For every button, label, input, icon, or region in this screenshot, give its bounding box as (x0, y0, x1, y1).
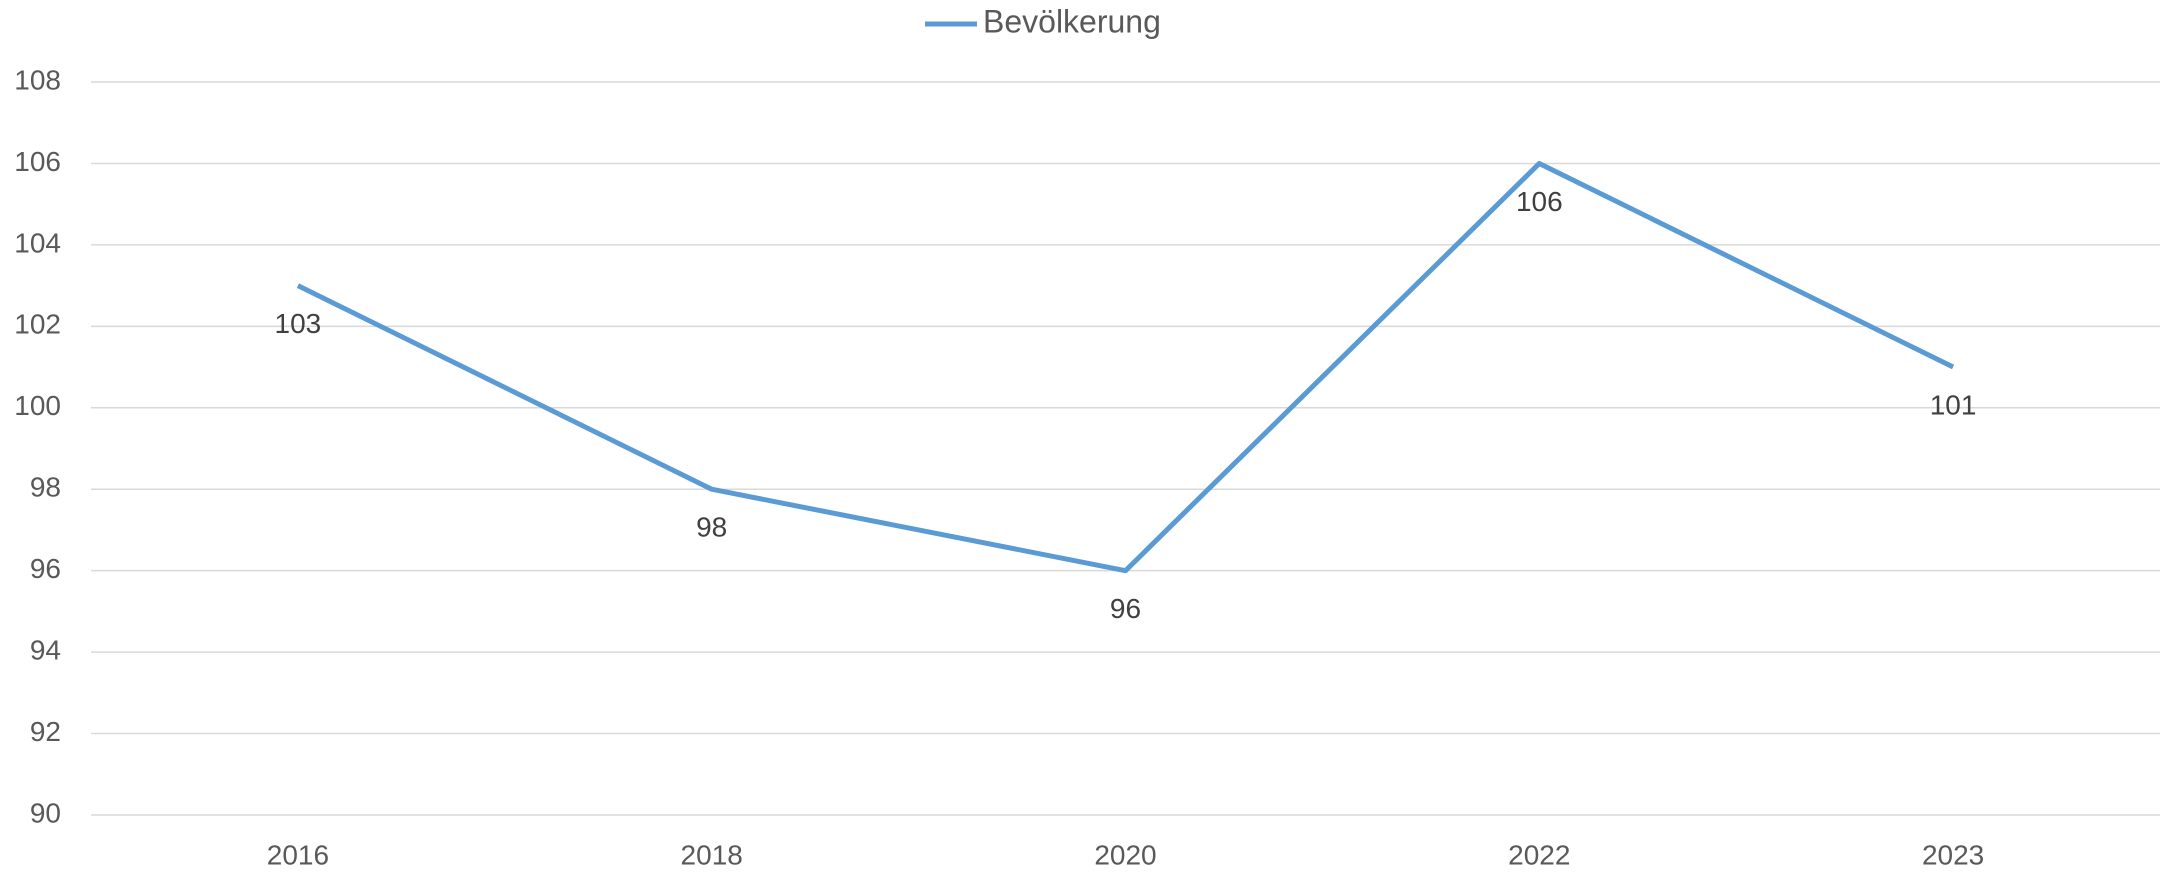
y-tick-label: 96 (30, 553, 61, 584)
y-tick-label: 92 (30, 716, 61, 747)
y-tick-label: 90 (30, 797, 61, 828)
y-tick-label: 106 (14, 146, 61, 177)
y-tick-label: 98 (30, 472, 61, 503)
x-tick-label: 2016 (267, 839, 329, 870)
data-label: 96 (1110, 593, 1141, 624)
y-tick-label: 102 (14, 309, 61, 340)
y-tick-label: 104 (14, 227, 61, 258)
x-tick-label: 2020 (1094, 839, 1156, 870)
y-tick-label: 108 (14, 64, 61, 95)
y-tick-label: 94 (30, 635, 61, 666)
line (296, 160, 1955, 574)
data-label: 98 (696, 512, 727, 543)
data-label: 106 (1516, 186, 1563, 217)
x-tick-label: 2023 (1922, 839, 1984, 870)
x-tick-label: 2018 (681, 839, 743, 870)
data-label: 101 (1930, 389, 1977, 420)
legend-label: Bevölkerung (983, 3, 1161, 39)
x-tick-label: 2022 (1508, 839, 1570, 870)
y-tick-label: 100 (14, 390, 61, 421)
data-label: 103 (275, 308, 322, 339)
